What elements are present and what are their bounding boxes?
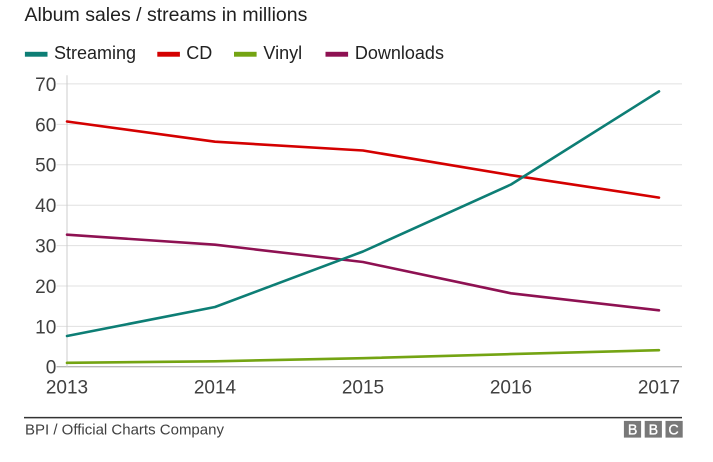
svg-text:B: B — [649, 422, 659, 438]
svg-text:0: 0 — [46, 358, 57, 379]
svg-text:50: 50 — [35, 156, 56, 177]
svg-text:Vinyl: Vinyl — [263, 43, 302, 63]
svg-text:Streaming: Streaming — [54, 43, 136, 63]
svg-text:2015: 2015 — [342, 378, 384, 399]
svg-text:10: 10 — [35, 317, 56, 338]
svg-text:40: 40 — [35, 196, 56, 217]
svg-text:BPI / Official Charts Company: BPI / Official Charts Company — [25, 422, 224, 439]
svg-text:C: C — [668, 422, 678, 438]
svg-text:2014: 2014 — [194, 378, 237, 399]
svg-text:2017: 2017 — [638, 378, 680, 399]
svg-text:CD: CD — [186, 43, 212, 63]
svg-text:70: 70 — [35, 75, 56, 96]
svg-text:Downloads: Downloads — [355, 43, 444, 63]
svg-text:2013: 2013 — [46, 378, 88, 399]
svg-text:B: B — [628, 422, 638, 438]
svg-text:20: 20 — [35, 277, 56, 298]
svg-text:30: 30 — [35, 237, 56, 258]
svg-text:60: 60 — [35, 115, 56, 136]
svg-text:Album sales / streams in milli: Album sales / streams in millions — [25, 4, 308, 26]
svg-text:2016: 2016 — [490, 378, 532, 399]
